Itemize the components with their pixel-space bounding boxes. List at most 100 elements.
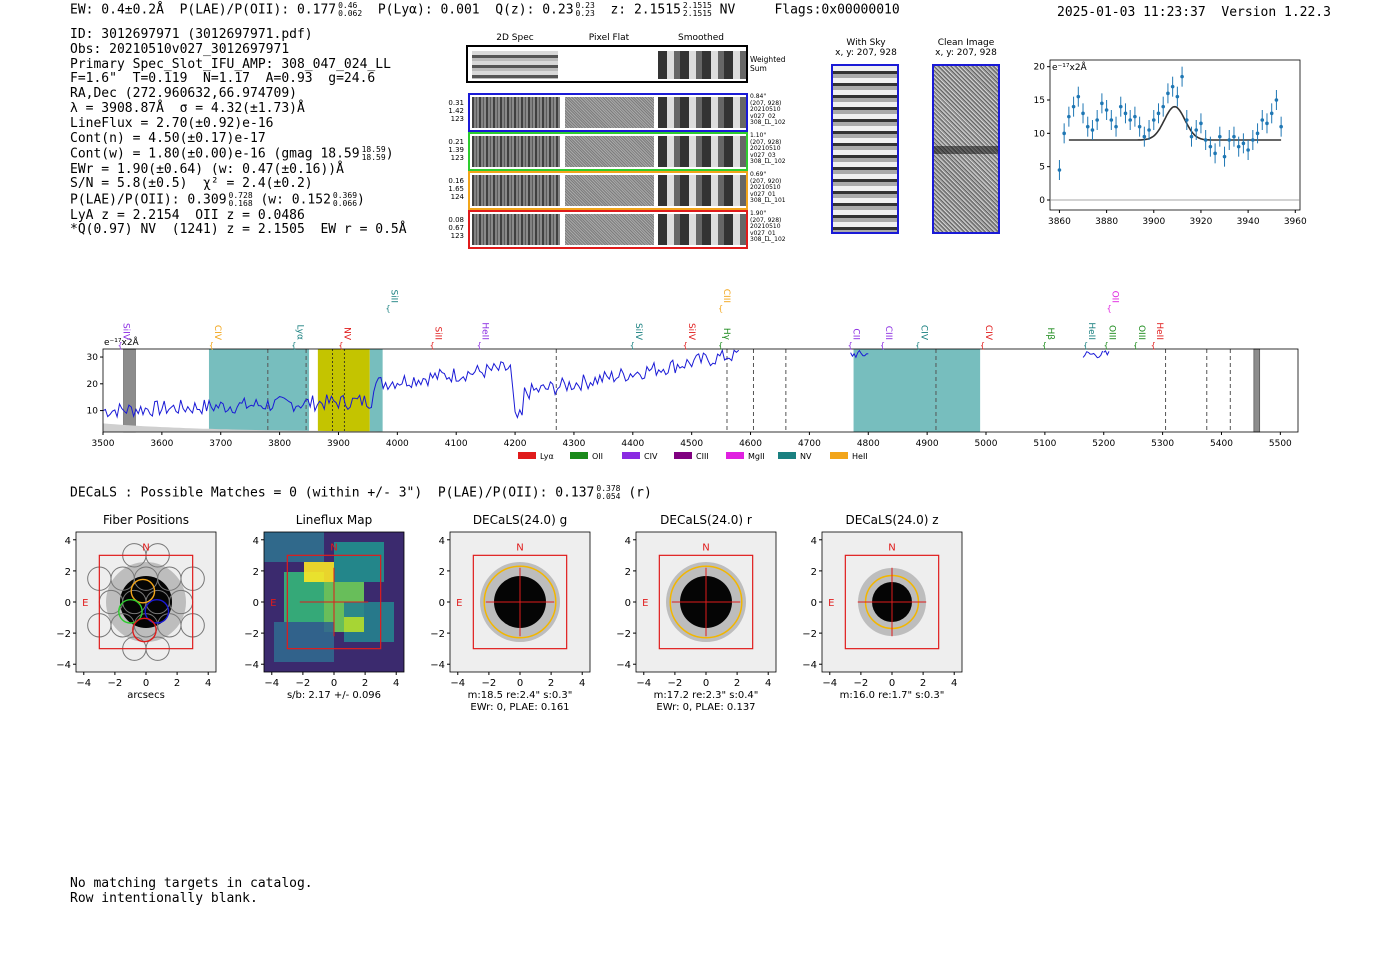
fiber-stats: 0.16 1.65 124: [440, 177, 464, 201]
line-label: SiIV: [686, 323, 696, 341]
data-point: [1274, 98, 1279, 102]
header-z-sup: 2.1515: [682, 1, 712, 10]
fiber-stats: 0.31 1.42 123: [440, 99, 464, 123]
y-tick-label: −2: [56, 629, 71, 640]
legend-label: CIV: [644, 452, 658, 461]
x-tick-label: 0: [703, 678, 709, 689]
x-tick-label: −2: [108, 678, 123, 689]
y-tick-label: 0: [253, 598, 259, 609]
data-point: [1109, 118, 1114, 122]
x-tick-label: 0: [331, 678, 337, 689]
y-tick-label: −2: [802, 629, 817, 640]
fiber-flat: [565, 175, 654, 206]
x-tick-label: 3500: [92, 439, 115, 449]
fiber-meta-line: v027_03: [750, 151, 776, 159]
info-radec: RA,Dec (272.960632,66.974709): [70, 86, 297, 102]
decals-panel: Lineflux Map N E −4 −4 −2 −2 0 0 2 2 4 4 s/b: 2.17 +/…: [244, 513, 405, 701]
with-sky-title: With Sky x, y: 207, 928: [830, 38, 902, 58]
fiber-strip: [468, 132, 748, 171]
fiber-row: 0.16 1.65 124 0.69" (207, 920) 20210510 v027_0…: [440, 171, 810, 211]
line-label: SiII: [389, 289, 399, 303]
search-box: [472, 554, 568, 650]
data-point: [1100, 101, 1104, 106]
aperture-circle: [483, 565, 557, 639]
line-label: CIV: [212, 325, 222, 341]
panel-title: DECaLS(24.0) r: [660, 513, 752, 527]
legend-swatch: [726, 452, 744, 459]
lineflux-blob: [274, 622, 334, 662]
info-gmag-sup: 18.59: [361, 145, 386, 155]
fiber-2d: [472, 97, 560, 128]
decals-title-text: DECaLS : Possible Matches = 0 (within +/…: [70, 485, 595, 501]
unit-label: e⁻¹⁷x2Å: [1052, 61, 1088, 73]
x-tick-label: 3920: [1189, 217, 1212, 227]
legend-swatch: [674, 452, 692, 459]
north-label: N: [142, 543, 149, 554]
line-label: OII: [1110, 291, 1120, 303]
y-tick-label: 4: [439, 536, 445, 547]
data-point: [1251, 138, 1255, 142]
teal-band: [853, 349, 981, 432]
x-tick-label: 3800: [268, 439, 291, 449]
fiber-smooth: [658, 175, 746, 206]
fiber-strip: [468, 210, 748, 249]
with-sky-image: [831, 64, 899, 234]
fiber-smooth: [658, 97, 746, 128]
fiber-stat: 1.39: [448, 146, 464, 154]
panel-caption: s/b: 2.17 +/- 0.096: [287, 690, 381, 701]
x-tick-label: 4: [579, 678, 585, 689]
x-tick-label: −2: [296, 678, 311, 689]
x-tick-label: 2: [920, 678, 926, 689]
data-point: [1236, 144, 1241, 149]
fiber-flat: [565, 97, 654, 128]
fiber-smooth: [658, 136, 746, 167]
line-label: SiIV: [633, 323, 643, 341]
x-tick-label: 5400: [1210, 439, 1233, 449]
x-tick-label: 3960: [1284, 217, 1307, 227]
fiber-stat: 123: [450, 232, 464, 240]
x-tick-label: −4: [450, 678, 465, 689]
data-point: [1199, 121, 1203, 126]
x-tick-label: −4: [76, 678, 91, 689]
x-tick-label: 3880: [1095, 217, 1118, 227]
col-flat-label: Pixel Flat: [588, 33, 630, 43]
data-point: [1118, 104, 1123, 109]
data-point: [1166, 91, 1170, 96]
fiber-meta-line: 0.69": [750, 171, 767, 178]
info-q: *Q(0.97) NV (1241) z = 2.1505 EW r = 0.5…: [70, 222, 407, 238]
y-tick-label: 5: [1039, 163, 1045, 173]
y-tick-label: 4: [253, 536, 259, 547]
line-label: HeII: [1154, 322, 1164, 340]
data-point: [1213, 151, 1217, 156]
fiber-stat: 1.42: [448, 107, 464, 115]
y-tick-label: 0: [65, 598, 71, 609]
fiber-row: 0.21 1.39 123 1.10" (207, 928) 20210510 v027_0…: [440, 132, 810, 172]
legend-swatch: [830, 452, 848, 459]
data-point: [1156, 111, 1161, 116]
fiber-meta-line: (207, 920): [750, 177, 782, 185]
x-tick-label: 4200: [504, 439, 527, 449]
fiber-strip: [468, 93, 748, 132]
line-brace: {: [1133, 341, 1138, 350]
line-label: HeII: [480, 322, 490, 340]
highlight-fiber: [130, 578, 156, 604]
info-contn: Cont(n) = 4.50(±0.17)e-17: [70, 130, 266, 146]
line-brace: {: [848, 341, 853, 350]
fiber-smooth: [658, 214, 746, 245]
fiber-flat: [565, 136, 654, 167]
east-label: E: [828, 598, 834, 609]
full-spectrum-chart: 3500 3600 3700 3800 3900 4000 4100 4200 4300 4400…: [87, 289, 1299, 461]
data-point: [1133, 114, 1137, 119]
data-point: [1180, 74, 1184, 79]
highlight-fiber: [144, 598, 170, 624]
info-fstats: F=1.6" T=0.119 N=1.17 A=0.93 g=24.6: [70, 71, 376, 87]
info-lambda: λ = 3908.87Å σ = 4.32(±1.73)Å: [70, 100, 305, 116]
data-point: [1184, 118, 1189, 122]
data-point: [1076, 94, 1081, 99]
data-point: [1057, 168, 1062, 172]
y-tick-label: 30: [87, 353, 99, 363]
plot-frame: [102, 348, 1299, 433]
header-bar: EW: 0.4±0.2Å P(LAE)/P(OII): 0.177 0.46 0.0…: [70, 2, 900, 18]
x-tick-label: 2: [548, 678, 554, 689]
y-tick-label: −2: [430, 629, 445, 640]
